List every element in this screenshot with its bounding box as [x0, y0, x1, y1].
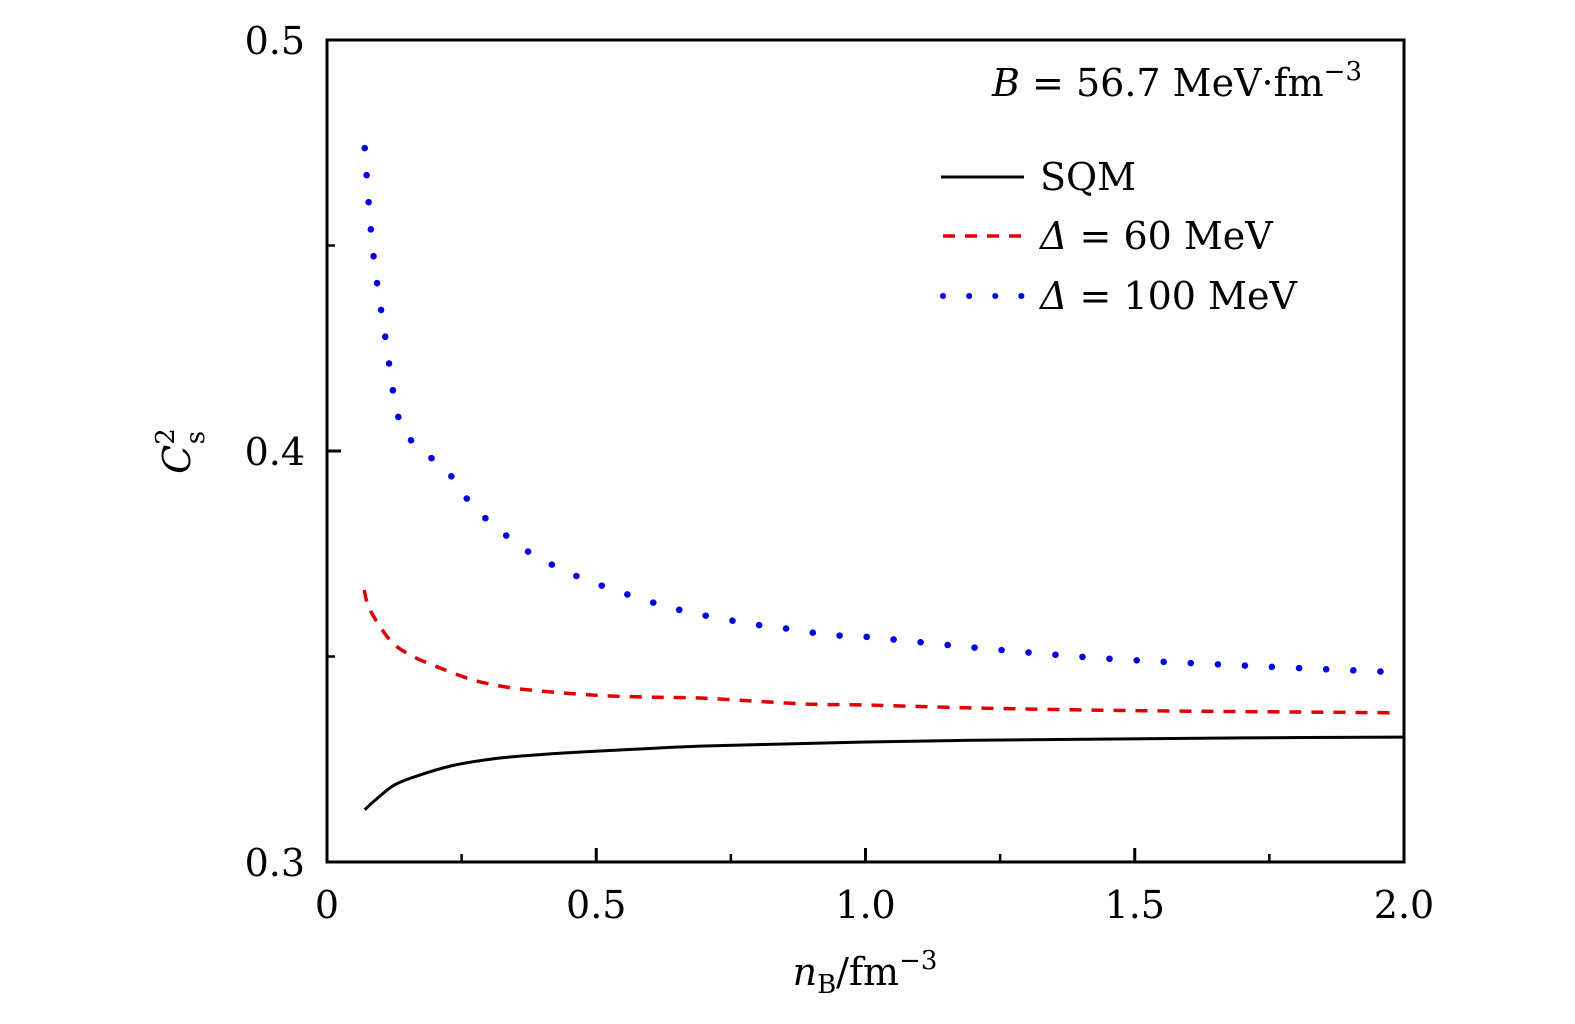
- y-axis-label: C2s: [151, 428, 211, 474]
- legend-label-delta-100: = 100 MeV: [1067, 274, 1297, 318]
- x-label-main: n: [793, 950, 817, 994]
- annotation-sup: −3: [1324, 57, 1362, 87]
- y-tick-label: 0.4: [245, 430, 305, 474]
- annotation-symbol: B: [991, 61, 1020, 105]
- bag-constant-annotation: B = 56.7 MeV·fm−3: [991, 57, 1362, 105]
- legend-item-delta-100: Δ = 100 MeV: [940, 274, 1297, 318]
- svg-text:Δ = 60 MeV: Δ = 60 MeV: [1038, 214, 1273, 258]
- ticks-layer: [325, 38, 1406, 864]
- x-label-sub: B: [817, 970, 836, 1000]
- x-tick-label: 1.0: [835, 883, 895, 927]
- ticklabels-layer: 0 0.5 1.0 1.5 2.0 0.3 0.4 0.5: [245, 19, 1435, 927]
- y-label-sub: s: [181, 431, 211, 444]
- x-tick-label: 1.5: [1105, 883, 1165, 927]
- series-line-delta-60: [362, 589, 1399, 715]
- legend-symbol-delta-100: Δ: [1038, 274, 1067, 318]
- legend-item-delta-60: Δ = 60 MeV: [943, 214, 1273, 258]
- y-label-sup: 2: [151, 428, 181, 445]
- x-axis-label: nB/fm−3: [793, 946, 938, 1000]
- y-tick-label: 0.5: [245, 19, 305, 63]
- x-tick-label: 0.5: [566, 883, 626, 927]
- svg-text:Δ = 100 MeV: Δ = 100 MeV: [1038, 274, 1297, 318]
- series-line-sqm: [363, 735, 1405, 811]
- svg-text:C2s: C2s: [151, 428, 211, 474]
- legend-symbol-delta-60: Δ: [1038, 214, 1067, 258]
- x-label-sup: −3: [899, 946, 937, 976]
- x-label-unit: /fm: [836, 950, 899, 994]
- x-tick-label: 2.0: [1374, 883, 1434, 927]
- annotation-text: = 56.7 MeV·fm: [1020, 61, 1324, 105]
- legend-item-sqm: SQM: [941, 155, 1136, 199]
- svg-text:SQM: SQM: [1040, 155, 1136, 199]
- legend: SQM Δ = 60 MeV Δ = 100 MeV: [940, 155, 1297, 318]
- x-tick-label: 0: [315, 883, 339, 927]
- legend-label-sqm: SQM: [1040, 155, 1136, 199]
- y-tick-label: 0.3: [245, 841, 305, 885]
- legend-label-delta-60: = 60 MeV: [1067, 214, 1273, 258]
- series-layer: [361, 144, 1405, 811]
- y-label-main: C: [155, 445, 199, 474]
